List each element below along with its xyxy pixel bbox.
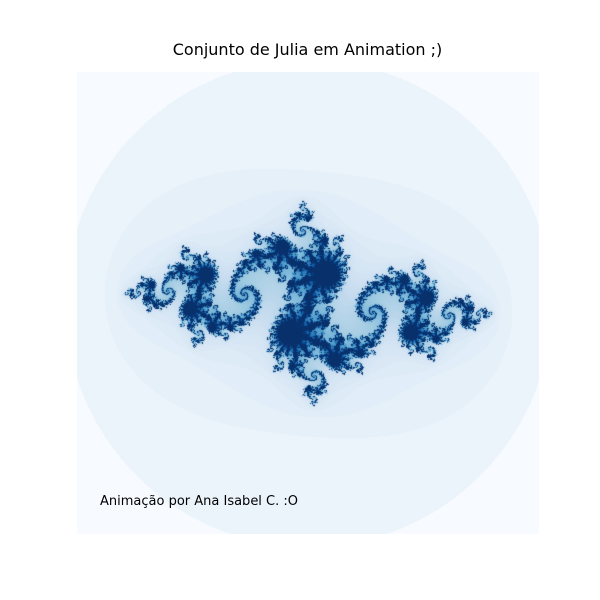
figure-title: Conjunto de Julia em Animation ;)	[172, 40, 443, 59]
julia-set-image	[77, 72, 539, 534]
fractal-axes	[77, 72, 539, 534]
caption-text: Animação por Ana Isabel C. :O	[100, 494, 299, 509]
